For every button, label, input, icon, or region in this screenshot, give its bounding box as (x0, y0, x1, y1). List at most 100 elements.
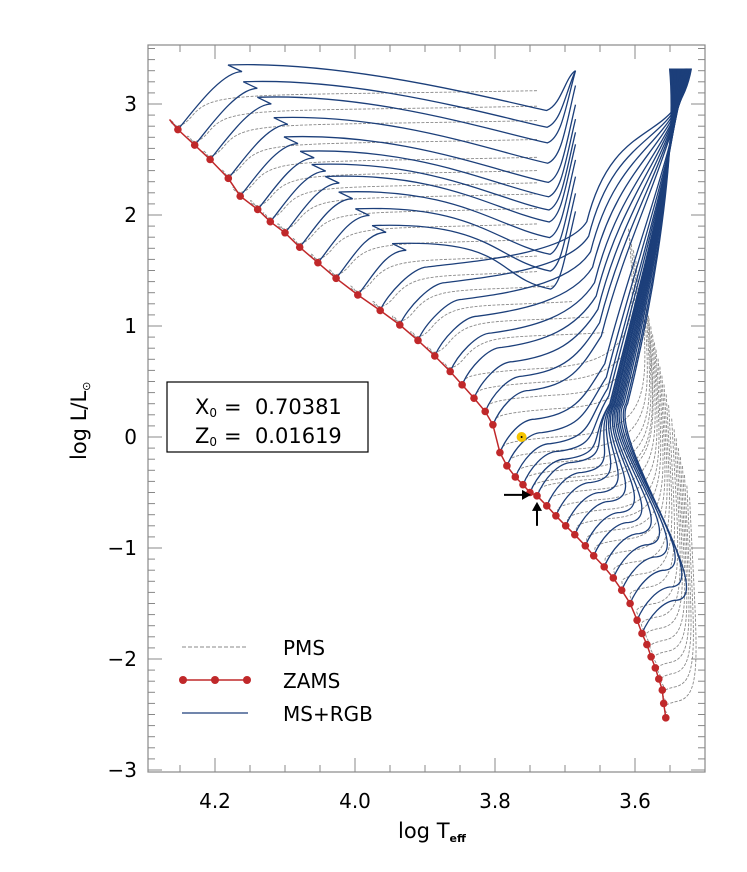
pms-track (427, 316, 589, 357)
ms-rgb-track (529, 68, 682, 493)
y-tick-label: 2 (124, 203, 137, 227)
legend-zams-marker (243, 676, 251, 684)
zams-point (647, 652, 655, 661)
zams-point (332, 274, 340, 283)
ms-rgb-track (177, 63, 576, 130)
pms-track (656, 465, 690, 680)
zams-point (533, 492, 541, 500)
ms-rgb-track (484, 68, 687, 412)
legend-zams-marker (179, 676, 187, 684)
ms-rgb-track (209, 70, 577, 160)
zams-point (658, 686, 667, 694)
zams-point (643, 640, 651, 649)
zams-point (431, 352, 439, 360)
x-tick-label: 4.2 (199, 789, 231, 813)
pms-track (232, 156, 538, 197)
y-tick-label: −2 (108, 647, 137, 671)
z0-value: = 0.01619 (224, 424, 342, 448)
pms-track (603, 375, 668, 568)
zams-series (168, 119, 670, 722)
x-tick-label: 3.6 (619, 789, 651, 813)
ms-rgb-tracks (177, 63, 693, 634)
zams-point (481, 407, 490, 416)
pms-track (310, 223, 538, 263)
zams-point (519, 480, 527, 489)
y-tick-label: −1 (108, 536, 137, 560)
zams-point (638, 629, 646, 638)
y-tick-label: 1 (124, 314, 137, 338)
pms-track (574, 349, 662, 536)
pms-track (250, 170, 538, 210)
zams-point (224, 174, 233, 183)
pms-track (277, 193, 538, 234)
y-tick-label: 0 (124, 425, 137, 449)
pms-track (621, 394, 673, 591)
ms-rgb-track (227, 85, 577, 179)
pms-track (529, 315, 653, 493)
pms-track (565, 342, 660, 527)
ms-rgb-track (492, 68, 686, 426)
ms-rgb-track (239, 104, 577, 197)
zams-point (396, 321, 404, 329)
pms-track (649, 448, 686, 658)
pms-track (187, 105, 538, 146)
pms-track (220, 139, 538, 179)
ms-rgb-track (257, 118, 577, 210)
zams-point (190, 141, 199, 149)
y-tick-label: −3 (108, 758, 137, 782)
pms-track (392, 285, 554, 326)
axes: 4.2 4.0 3.8 3.6 3 2 1 0 −1 −2 −3 (108, 44, 706, 813)
zams-point (446, 367, 455, 376)
ms-rgb-track (449, 68, 689, 372)
pms-track (636, 418, 679, 621)
zams-point (236, 192, 244, 200)
ms-rgb-track (624, 68, 688, 634)
zams-point (281, 228, 289, 237)
y-axis-title: log L/L⊙ (67, 382, 93, 460)
zams-point (552, 512, 560, 520)
zams-point (496, 448, 504, 457)
z0-label: Z0 (195, 424, 217, 449)
pms-track (262, 182, 538, 222)
pms-track (410, 301, 573, 341)
ms-rgb-track (434, 68, 690, 357)
zams-point (458, 381, 466, 389)
ms-rgb-track (399, 68, 692, 326)
pms-track (593, 366, 666, 557)
ms-rgb-track (461, 68, 688, 386)
pms-track (328, 238, 538, 279)
zams-point (662, 714, 670, 722)
ms-rgb-track (194, 70, 577, 146)
pms-track (292, 207, 538, 248)
zams-point (414, 336, 422, 345)
zams-point (206, 155, 214, 164)
zams-point (651, 664, 660, 672)
ms-rgb-track (299, 159, 577, 248)
legend-ms-label: MS+RGB (283, 702, 373, 726)
pms-track (546, 326, 656, 507)
x-tick-label: 3.8 (479, 789, 511, 813)
arrow-up-head (532, 501, 542, 511)
pms-track (640, 429, 681, 634)
zams-point (266, 217, 275, 226)
ms-rgb-track (574, 68, 677, 535)
zams-point (617, 586, 626, 594)
arrow-right-head (522, 489, 531, 500)
ms-rgb-track (317, 176, 577, 264)
legend-zams-marker (211, 676, 219, 684)
zams-point (295, 243, 304, 251)
zams-point (503, 462, 511, 470)
pms-track (555, 334, 658, 517)
plot-frame (147, 44, 706, 773)
pms-track (660, 474, 692, 691)
ms-rgb-track (357, 211, 577, 296)
pms-track (350, 255, 538, 296)
zams-point (253, 205, 262, 214)
pms-track (584, 358, 664, 547)
zams-point (174, 125, 182, 134)
ms-rgb-track (379, 68, 693, 311)
zams-point (659, 699, 668, 708)
zams-point (561, 522, 570, 530)
pms-track (645, 438, 683, 645)
